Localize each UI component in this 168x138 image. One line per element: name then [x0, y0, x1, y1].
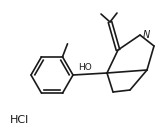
- Text: HO: HO: [78, 63, 92, 72]
- Text: N: N: [143, 30, 150, 40]
- Text: HCl: HCl: [10, 115, 29, 125]
